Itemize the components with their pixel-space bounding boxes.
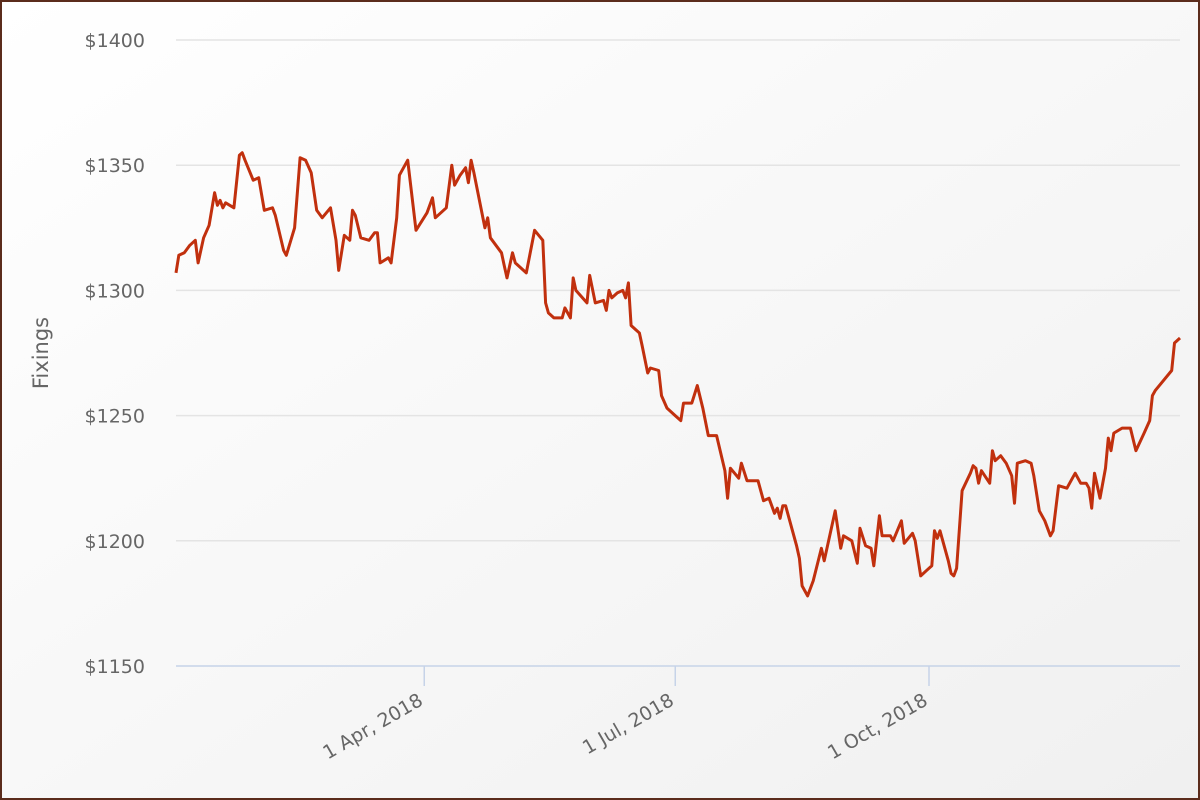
y-tick-label: $1400 xyxy=(85,30,145,52)
y-tick-label: $1150 xyxy=(85,656,145,678)
y-tick-label: $1350 xyxy=(85,155,145,177)
data-line xyxy=(174,151,1182,598)
y-tick-label: $1200 xyxy=(85,531,145,553)
y-tick-label: $1250 xyxy=(85,406,145,428)
y-axis-label: Fixings xyxy=(29,317,53,389)
y-tick-label: $1300 xyxy=(85,280,145,302)
